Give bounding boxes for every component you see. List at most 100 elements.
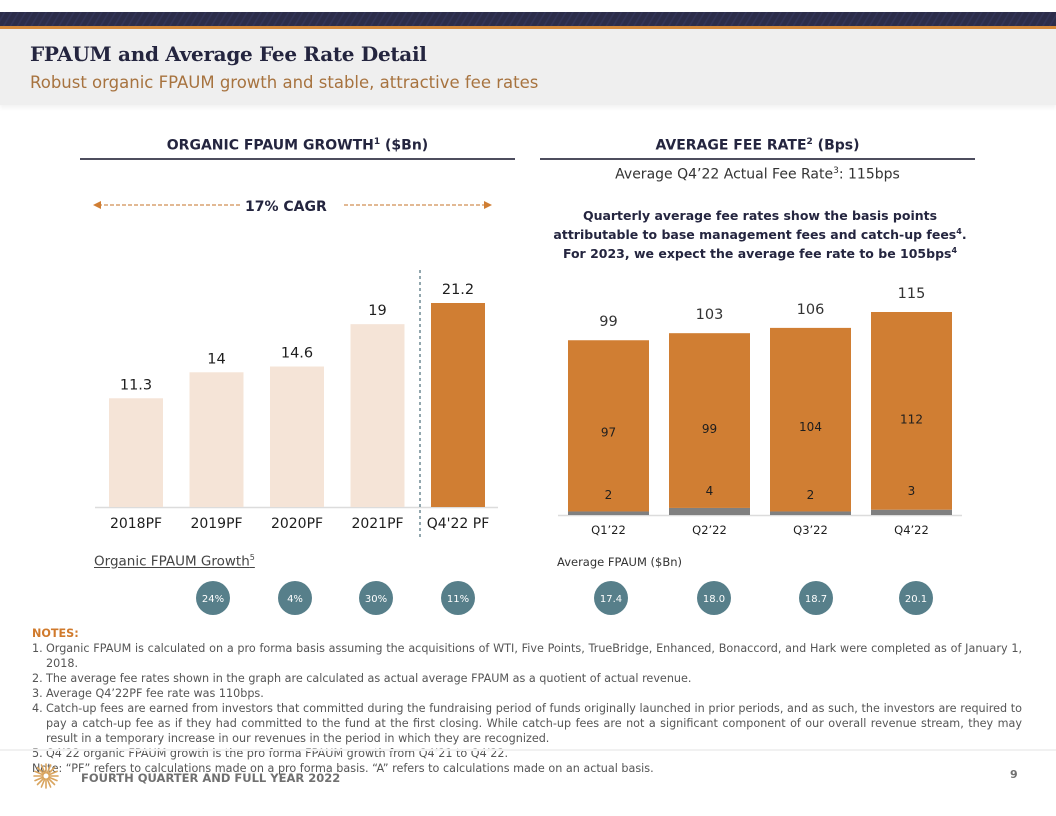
data-label: 14.6 [281,346,313,362]
catchup-fee-segment [568,511,649,515]
bar [350,324,405,507]
right-heading-text: AVERAGE FEE RATE [655,137,807,154]
footer-title: FOURTH QUARTER AND FULL YEAR 2022 [81,771,341,785]
notes-heading: NOTES: [32,627,79,640]
note-number: 1. [32,642,43,655]
x-tick-label: 2020PF [271,516,323,532]
left-heading-text: ORGANIC FPAUM GROWTH [166,137,374,154]
note-number: 5. [32,747,43,760]
x-tick-label: Q4’22 [894,523,929,537]
growth-bubble-value: 4% [287,594,303,605]
actual-fee-rate-subheading: Average Q4’22 Actual Fee Rate3: 115bps [540,166,975,183]
catchup-fee-segment [871,509,952,515]
fpaum-bubble [799,581,833,615]
note-number: 2. [32,672,43,685]
subheading-text: Average Q4’22 Actual Fee Rate [615,166,834,183]
bar [431,303,485,507]
fpaum-bubble-value: 17.4 [600,594,622,605]
fee-rate-chart: 99 97 2 Q1’22 103 99 4 Q2’22 106 104 2 Q3’22 115 112 3… [558,286,962,537]
average-fpaum-row-label: Average FPAUM ($Bn) [557,555,683,569]
growth-bubble-value: 11% [447,594,469,605]
note-item: 3. Average Q4’22PF fee rate was 110bps. [32,686,1022,701]
catchup-fee-segment [770,511,851,515]
data-label: 21.2 [442,282,474,298]
base-fee-label: 99 [702,422,717,436]
fee-note-part1: Quarterly average fee rates show the bas… [553,208,957,243]
fee-note-footnote1: 4 [956,227,962,236]
data-label: 11.3 [120,377,152,393]
notes-section: NOTES: 1. Organic FPAUM is calculated on … [32,626,1022,776]
left-heading-footnote: 1 [373,137,381,147]
footer-divider [0,749,1056,751]
fee-note-part2: . For 2023, we expect the average fee ra… [562,227,967,262]
fpaum-bubble-value: 20.1 [905,594,927,605]
right-heading-rule [540,158,975,160]
cagr-arrowhead-left-icon [93,201,101,209]
base-fee-label: 104 [799,420,822,434]
right-heading-unit: (Bps) [812,137,860,154]
cagr-arrowhead-right-icon [484,201,492,209]
catchup-fee-label: 4 [706,484,714,498]
fpaum-bubble-value: 18.0 [703,594,725,605]
header-band [0,29,1056,105]
right-heading-footnote: 2 [806,137,813,147]
catchup-fee-label: 2 [605,488,613,502]
growth-bubble [441,581,475,615]
catchup-fee-segment [669,507,750,515]
fee-rate-description: Quarterly average fee rates show the bas… [545,208,975,262]
total-label: 106 [797,302,825,318]
base-fee-segment [568,340,649,512]
bubble-rows: 24% 4% 30% 11% 17.4 18.0 18.7 20.1 [196,581,933,615]
organic-growth-row-label: Organic FPAUM Growth5 [94,553,255,570]
left-heading-unit: ($Bn) [380,137,429,154]
note-text: Average Q4’22PF fee rate was 110bps. [46,687,264,700]
total-label: 99 [599,314,617,330]
fpaum-bubble-value: 18.7 [805,594,827,605]
total-label: 115 [898,286,926,302]
catchup-fee-label: 3 [908,484,916,498]
page-title: FPAUM and Average Fee Rate Detail [30,42,427,66]
x-tick-label: Q1’22 [591,523,626,537]
note-number: 4. [32,702,43,715]
right-section-heading: AVERAGE FEE RATE2 (Bps) [540,137,975,154]
growth-bubble [359,581,393,615]
fpaum-bubble [899,581,933,615]
growth-bubble [196,581,230,615]
note-item: 1. Organic FPAUM is calculated on a pro f… [32,641,1022,671]
x-tick-label: 2018PF [110,516,162,532]
left-heading-rule [80,158,515,160]
top-accent-line [0,26,1056,29]
data-label: 19 [368,303,386,319]
fee-note-footnote2: 4 [951,246,958,256]
growth-label-text: Organic FPAUM Growth [94,553,250,570]
bar [109,398,163,507]
base-fee-segment [669,333,750,508]
bar [189,372,244,507]
note-text: The average fee rates shown in the graph… [46,672,692,685]
cagr-label: 17% CAGR [245,199,327,215]
organic-fpaum-chart: 11.3 2018PF 14 2019PF 14.6 2020PF 19 2021PF 21.2… [95,270,498,538]
data-label: 14 [207,351,225,367]
notes-footnote: Note: “PF” refers to calculations made o… [32,762,654,775]
x-tick-label: 2021PF [351,516,403,532]
catchup-fee-label: 2 [807,488,815,502]
growth-bubble [278,581,312,615]
x-tick-label: Q4'22 PF [427,516,490,532]
subheading-value: : 115bps [838,166,900,183]
left-section-heading: ORGANIC FPAUM GROWTH1 ($Bn) [80,137,515,154]
base-fee-segment [770,327,851,512]
total-label: 103 [696,307,724,323]
note-text: Organic FPAUM is calculated on a pro for… [46,642,1022,670]
page-subtitle: Robust organic FPAUM growth and stable, … [30,73,539,92]
note-number: 3. [32,687,43,700]
charts-canvas: 11.3 2018PF 14 2019PF 14.6 2020PF 19 2021PF 21.2… [93,201,962,538]
page-number: 9 [1010,768,1018,781]
growth-bubble-value: 30% [365,594,387,605]
base-fee-label: 112 [900,413,923,427]
bar [270,366,324,507]
top-decorative-band [0,12,1056,26]
x-tick-label: Q3’22 [793,523,828,537]
growth-label-footnote: 5 [249,553,255,562]
x-tick-label: 2019PF [190,516,242,532]
subheading-footnote: 3 [833,166,839,176]
